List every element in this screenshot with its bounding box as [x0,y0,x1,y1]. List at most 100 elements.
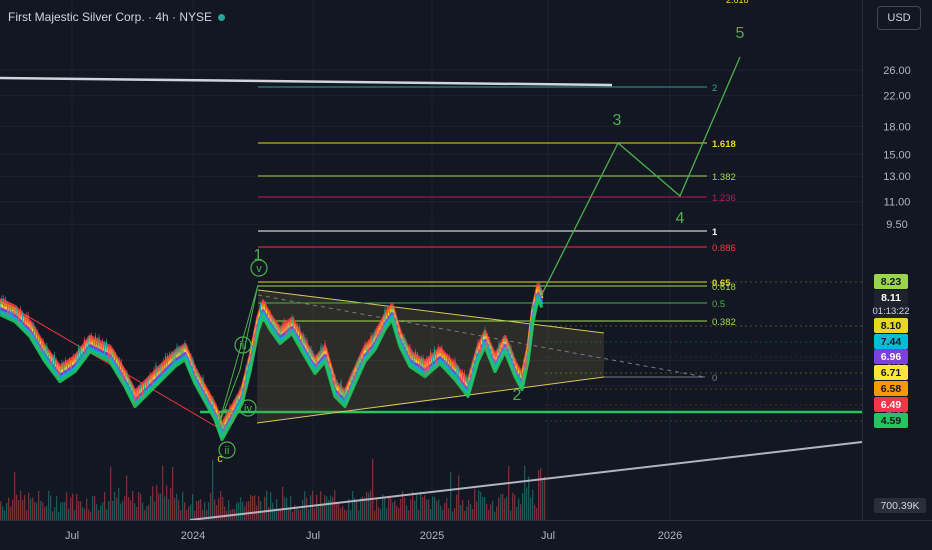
candle-body [20,309,22,316]
candle-body [293,319,295,327]
volume-bar [134,503,136,520]
candle-body [467,377,469,388]
volume-bar [100,505,102,520]
wave-label-primary: 1 [254,247,263,264]
candle-body [312,353,314,358]
candle-body [172,355,174,366]
candle-body [326,353,328,361]
candle-body [320,346,322,356]
volume-bar [500,494,502,520]
volume-bar [484,497,486,520]
volume-bar [514,494,516,520]
price-axis[interactable]: 26.0022.0018.0015.0013.0011.009.503.903.… [883,65,911,415]
candle-body [159,366,161,373]
volume-bar [258,496,260,520]
price-badge-label: 8.11 [881,292,901,304]
wave-label-minor: v [256,263,262,275]
price-tick-label: 22.00 [883,91,911,103]
candle-body [488,343,490,354]
candle-body [66,365,69,371]
volume-bar [372,458,374,520]
price-badge-label: 8.10 [881,320,902,332]
volume-bar [302,499,304,520]
volume-bar [194,510,196,520]
candle-body [42,341,44,349]
volume-bar [210,492,212,520]
time-axis[interactable]: Jul 2024 Jul 2025 Jul 2026 [65,530,682,542]
fib-label: 1.618 [712,139,736,150]
candle-body [318,354,320,358]
volume-bar [304,491,306,520]
candle-body [437,347,439,354]
volume-bar [132,490,134,520]
volume-bar [416,495,418,520]
candle-body [296,326,299,332]
candle-body [145,382,147,387]
candle-body [233,402,235,408]
candle-body [59,370,61,376]
candle-body [94,335,97,345]
candle-body [153,369,155,375]
candle-body [55,360,57,368]
fib-label: 1 [712,227,718,238]
candle-body [378,329,380,335]
candle-body [214,408,216,413]
candle-body [504,338,506,343]
candle-body [340,382,342,393]
candle-body [304,337,306,345]
volume-bar [528,476,530,520]
volume-bar [466,506,468,520]
volume-bar [72,493,74,520]
volume-bar [298,509,300,520]
candle-body [196,371,198,378]
candle-body [395,317,397,321]
volume-badge-label: 700.39K [880,500,919,512]
volume-bar [512,492,514,520]
volume-bar [178,500,180,520]
candle-body [529,323,532,329]
volume-bar [192,494,194,520]
candle-body [165,355,167,366]
volume-bar [130,500,132,520]
volume-bar [0,501,2,520]
candle-body [445,359,447,363]
candle-body [393,313,395,319]
volume-bar [218,498,220,520]
volume-bar [184,502,186,520]
volume-bar [332,496,334,520]
volume-bar [366,492,368,520]
price-badges: 8.23 8.11 01:13:22 8.10 7.44 6.96 6.71 6.58 6.49… [545,274,926,513]
market-status-icon [218,14,226,22]
volume-bar [382,494,384,520]
price-badge [874,349,908,364]
volume-bar [338,504,340,520]
candle-body [494,352,496,363]
volume-bar [152,486,154,520]
currency-button[interactable]: USD [877,6,921,30]
candle-body [51,359,54,365]
long-support-line [189,441,863,521]
time-axis-divider [0,520,932,521]
volume-bar [300,509,302,520]
candle-body [431,357,434,364]
candle-body [143,385,145,392]
volume-bar [222,497,224,520]
candle-body [136,391,138,397]
volume-bar [68,508,70,520]
volume-bar [26,510,28,520]
volume-bar [360,497,362,520]
volume-bar [438,499,440,520]
candle-body [334,376,336,386]
candle-body [283,320,285,331]
volume-bar [460,505,462,520]
price-badge-timer: 01:13:22 [873,306,910,317]
volume-bar [542,480,544,520]
volume-bar [238,501,240,520]
volume-bar [418,509,420,520]
volume-bar [240,497,242,520]
volume-bar [462,500,464,520]
price-badge-label: 6.96 [881,351,902,363]
volume-bar [412,491,414,520]
candle-body [372,335,374,345]
